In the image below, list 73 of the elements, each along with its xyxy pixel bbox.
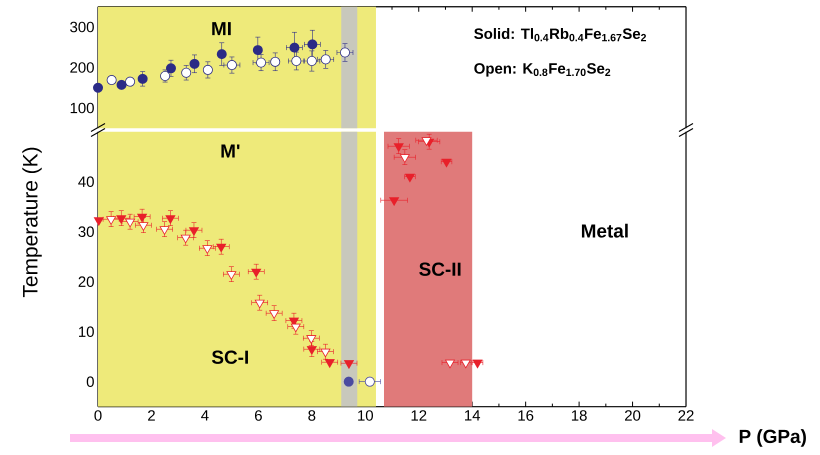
- point: [340, 48, 350, 58]
- point: [138, 74, 148, 84]
- point: [405, 174, 415, 182]
- point: [166, 63, 176, 74]
- point: [307, 39, 318, 50]
- annotation: SC-I: [212, 350, 248, 364]
- point: [254, 300, 265, 308]
- y-tick-label: 100: [70, 102, 94, 114]
- point: [252, 45, 263, 56]
- point: [181, 68, 192, 78]
- x-axis-title: P (GPa): [740, 429, 806, 447]
- y-tick-label: 0: [86, 376, 94, 387]
- x-tick-label: 2: [148, 410, 155, 421]
- point: [180, 234, 191, 244]
- point: [364, 376, 375, 387]
- x-tick-label: 4: [201, 410, 209, 420]
- point: [289, 42, 300, 53]
- point: [442, 158, 452, 168]
- point: [389, 197, 400, 206]
- point: [189, 58, 200, 69]
- annotation: Open: K$_{0.8}$Fe$_{1.70}$Se$_{2}$: [474, 63, 610, 77]
- point: [116, 215, 126, 224]
- x-tick-label: 10: [358, 410, 373, 421]
- y-tick-label: 200: [70, 62, 94, 73]
- point: [306, 335, 316, 344]
- y-tick-label: 30: [78, 226, 94, 237]
- point: [160, 70, 170, 81]
- annotation: M': [221, 144, 240, 158]
- annotation: SC-II: [419, 262, 461, 276]
- point: [106, 75, 117, 86]
- point: [400, 154, 410, 163]
- x-tick-label: 14: [465, 410, 480, 420]
- point: [106, 216, 116, 225]
- annotation: Solid: Tl$_{0.4}$Rb$_{0.4}$Fe$_{1.67}$Se$_{2}$: [474, 28, 646, 42]
- x-tick-label: 6: [254, 410, 262, 421]
- point: [290, 324, 301, 332]
- y-tick-label: 10: [79, 326, 94, 337]
- point: [202, 245, 212, 254]
- x-tick-label: 16: [518, 410, 534, 421]
- y-tick-label: 20: [78, 276, 94, 287]
- point: [202, 64, 213, 75]
- point: [324, 359, 335, 368]
- point: [306, 346, 317, 355]
- point: [93, 82, 104, 93]
- point: [344, 376, 354, 387]
- x-tick-label: 20: [624, 410, 640, 421]
- point: [320, 54, 331, 64]
- x-tick-label: 8: [308, 410, 316, 421]
- point: [344, 360, 354, 369]
- y-tick-label: 40: [78, 176, 94, 187]
- point: [394, 143, 404, 152]
- point: [306, 56, 317, 66]
- y-tick-label: 300: [70, 22, 94, 32]
- point: [422, 137, 432, 146]
- x-tick-label: 0: [94, 410, 102, 421]
- point: [216, 49, 227, 60]
- annotation: Metal: [582, 224, 628, 238]
- point: [445, 360, 455, 368]
- y-axis-title: Temperature (K): [22, 148, 42, 298]
- annotation: MI: [212, 22, 231, 36]
- point: [125, 76, 136, 87]
- point: [137, 214, 148, 222]
- x-tick-label: 18: [572, 410, 587, 421]
- point: [270, 56, 280, 67]
- point: [251, 268, 262, 278]
- point: [116, 80, 127, 90]
- point: [216, 244, 226, 252]
- point: [226, 271, 236, 280]
- point: [269, 310, 280, 319]
- x-tick-label: 12: [412, 410, 426, 421]
- point: [291, 56, 302, 66]
- x-tick-label: 22: [678, 410, 694, 421]
- point: [94, 217, 104, 226]
